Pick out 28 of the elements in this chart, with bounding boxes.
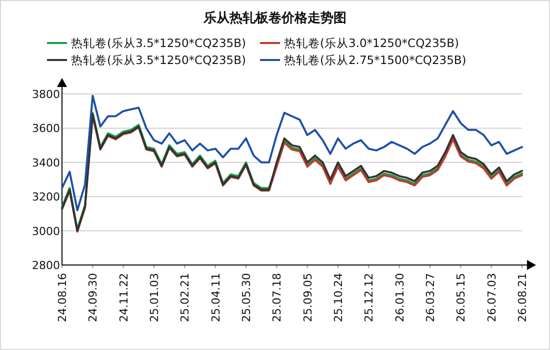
legend-label: 热轧卷(乐从3.0*1250*CQ235B): [284, 36, 459, 50]
x-tick-label: 24.09.30: [86, 273, 100, 322]
y-tick-label: 3400: [32, 156, 60, 170]
legend-label: 热轧卷(乐从3.5*1250*CQ235B): [71, 53, 246, 67]
x-tick-label: 26.07.03: [485, 273, 498, 322]
y-tick-label: 2800: [32, 259, 60, 272]
x-tick-label: 25.01.03: [148, 273, 161, 322]
x-tick-label: 26.05.15: [454, 273, 468, 322]
x-tick-label: 25.12.12: [362, 273, 376, 322]
x-tick-label: 25.07.18: [270, 273, 284, 322]
x-tick-label: 25.04.11: [209, 273, 222, 322]
legend-label: 热轧卷(乐从3.5*1250*CQ235B): [71, 36, 246, 50]
x-tick-label: 26.01.30: [393, 273, 406, 322]
legend-label: 热轧卷(乐从2.75*1500*CQ235B): [284, 53, 466, 67]
x-tick-label: 25.09.05: [301, 273, 314, 322]
chart-title: 乐从热轧板卷价格走势图: [202, 10, 346, 26]
x-tick-label: 25.05.30: [240, 273, 253, 322]
line-series: [61, 94, 523, 212]
x-tick-label: 24.11.22: [117, 273, 130, 322]
x-tick-label: 26.03.27: [424, 273, 437, 322]
y-tick-label: 3600: [32, 122, 60, 136]
x-tick-label: 24.08.16: [56, 273, 69, 322]
y-tick-label: 3000: [32, 224, 60, 238]
x-tick-label: 26.08.21: [516, 273, 529, 322]
y-tick-label: 3200: [32, 190, 60, 204]
x-tick-label: 25.02.21: [178, 273, 192, 322]
x-tick-label: 25.10.24: [332, 273, 345, 322]
y-tick-label: 3800: [32, 88, 60, 101]
